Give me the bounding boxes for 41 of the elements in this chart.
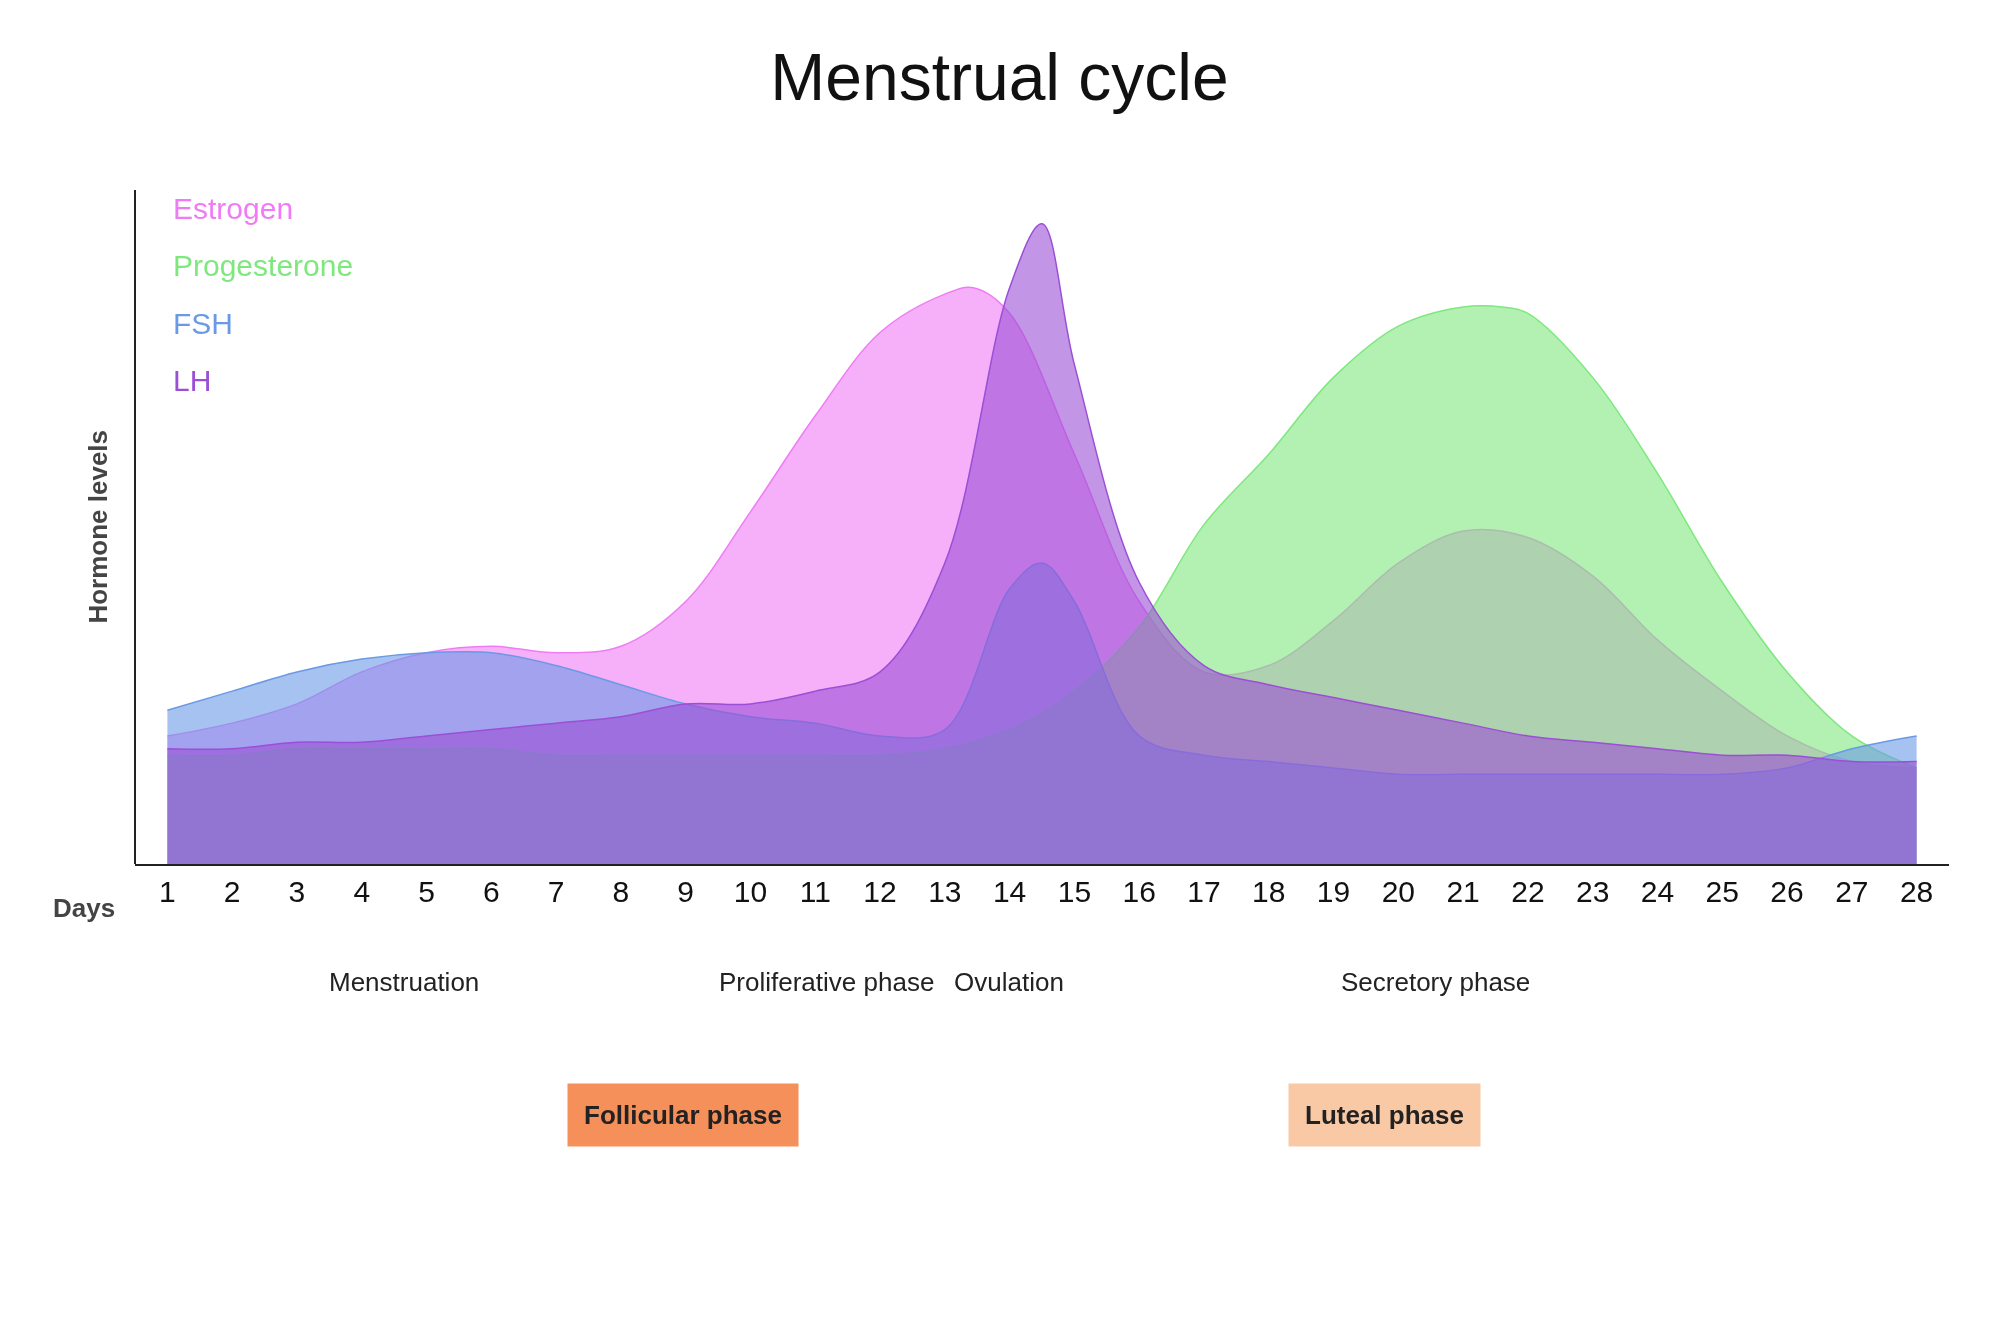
x-tick-label: 6 bbox=[482, 875, 500, 908]
x-tick-label: 16 bbox=[1122, 875, 1156, 908]
x-tick-label: 25 bbox=[1705, 875, 1739, 908]
x-tick-label: 2 bbox=[223, 875, 241, 908]
x-tick-label: 28 bbox=[1899, 875, 1934, 908]
y-axis-title: Hormone levels bbox=[82, 429, 113, 624]
x-tick-label: 7 bbox=[547, 875, 565, 908]
text: Estrogen bbox=[173, 192, 294, 225]
text: Secretory phase bbox=[1341, 967, 1531, 997]
chart-title: Menstrual cycle bbox=[770, 39, 1229, 114]
x-tick-label: 8 bbox=[612, 875, 630, 908]
x-tick-label: 19 bbox=[1316, 875, 1351, 908]
x-tick-label: 12 bbox=[863, 875, 897, 908]
x-tick-label: 14 bbox=[992, 875, 1027, 908]
x-tick-label: 9 bbox=[677, 875, 695, 908]
x-tick-label: 13 bbox=[928, 875, 962, 908]
x-tick-label: 20 bbox=[1381, 875, 1416, 908]
x-tick-label: 23 bbox=[1575, 875, 1610, 908]
text: Menstruation bbox=[329, 967, 480, 997]
x-tick-label: 11 bbox=[799, 875, 831, 908]
x-tick-label: 10 bbox=[733, 875, 768, 908]
text: FSH bbox=[173, 307, 233, 340]
x-tick-label: 17 bbox=[1187, 875, 1221, 908]
text: Ovulation bbox=[954, 967, 1064, 997]
x-tick-label: 26 bbox=[1770, 875, 1804, 908]
text: Proliferative phase bbox=[719, 967, 935, 997]
x-axis-title: Days bbox=[53, 893, 116, 923]
text: Progesterone bbox=[173, 249, 354, 282]
x-tick-label: 5 bbox=[418, 875, 435, 908]
x-tick-label: 24 bbox=[1640, 875, 1675, 908]
text: Follicular phase bbox=[584, 1100, 782, 1130]
text: LH bbox=[173, 364, 212, 397]
x-tick-label: 3 bbox=[288, 875, 306, 908]
x-tick-label: 18 bbox=[1252, 875, 1286, 908]
x-tick-label: 27 bbox=[1835, 875, 1869, 908]
x-tick-label: 15 bbox=[1057, 875, 1092, 908]
x-tick-label: 21 bbox=[1446, 875, 1480, 908]
x-tick-label: 22 bbox=[1511, 875, 1545, 908]
x-tick-label: 1 bbox=[159, 875, 176, 908]
text: Luteal phase bbox=[1305, 1100, 1464, 1130]
x-tick-label: 4 bbox=[353, 875, 371, 908]
